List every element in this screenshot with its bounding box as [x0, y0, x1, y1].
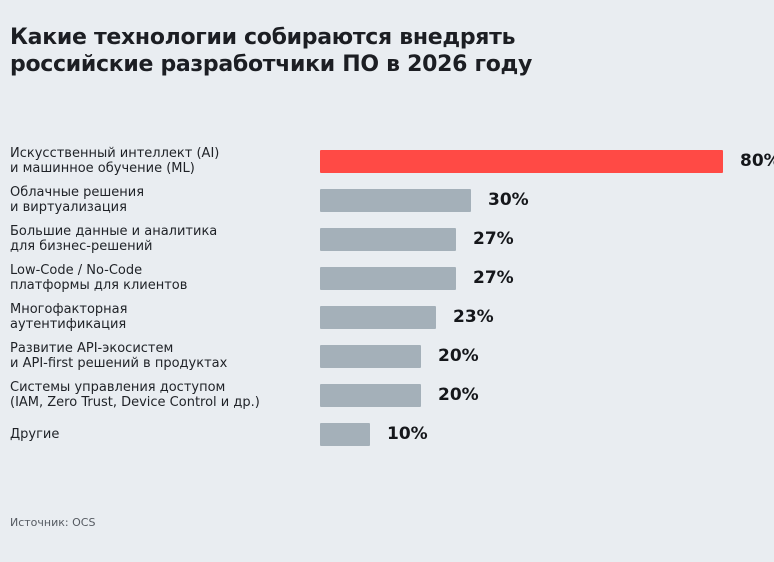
bar [320, 422, 370, 446]
chart-title-line-1: Какие технологии собираются внедрять [10, 25, 516, 50]
category-label-line: Развитие API-экосистем [10, 341, 174, 356]
category-label: Low-Code / No-Code платформы для клиентов [10, 263, 187, 293]
bar [320, 266, 456, 290]
value-label: 20% [438, 346, 479, 366]
value-label: 27% [473, 268, 514, 288]
value-label: 30% [488, 190, 529, 210]
category-label: Облачные решения и виртуализация [10, 185, 144, 215]
category-label-line: и API-first решений в продуктах [10, 356, 228, 371]
category-label-line: (IAM, Zero Trust, Device Control и др.) [10, 395, 260, 410]
category-label-line: Другие [10, 426, 60, 442]
category-label-line: аутентификация [10, 317, 127, 332]
value-label: 23% [453, 307, 494, 327]
chart-title-line-2: российские разработчики ПО в 2026 году [10, 52, 533, 77]
category-label: Многофакторная аутентификация [10, 302, 127, 332]
value-label: 10% [387, 424, 428, 444]
category-label-line: Большие данные и аналитика [10, 224, 218, 239]
bar [320, 383, 421, 407]
category-label: Искусственный интеллект (AI) и машинное о… [10, 146, 219, 176]
category-label-line: и виртуализация [10, 200, 127, 215]
category-label-line: Системы управления доступом [10, 380, 226, 395]
category-label: Развитие API-экосистем и API-first решени… [10, 341, 227, 371]
bar [320, 149, 723, 173]
category-label-line: Облачные решения [10, 185, 145, 200]
category-label-line: платформы для клиентов [10, 278, 188, 293]
value-label: 27% [473, 229, 514, 249]
bar [320, 344, 421, 368]
chart-title: Какие технологии собираются внедрять рос… [10, 24, 710, 78]
bar [320, 227, 456, 251]
category-label-line: Искусственный интеллект (AI) [10, 146, 220, 161]
category-label: Другие [10, 427, 59, 442]
category-label-line: Low-Code / No-Code [10, 263, 143, 278]
value-label: 80% [740, 151, 774, 171]
value-label: 20% [438, 385, 479, 405]
bar [320, 305, 436, 329]
category-label-line: Многофакторная [10, 302, 128, 317]
source-note: Источник: OCS [10, 516, 96, 529]
bar-chart: Искусственный интеллект (AI) и машинное о… [0, 140, 774, 460]
category-label-line: и машинное обучение (ML) [10, 161, 195, 176]
category-label-line: для бизнес-решений [10, 239, 153, 254]
category-label: Системы управления доступом (IAM, Zero Tr… [10, 380, 260, 410]
bar [320, 188, 471, 212]
category-label: Большие данные и аналитика для бизнес-реш… [10, 224, 217, 254]
